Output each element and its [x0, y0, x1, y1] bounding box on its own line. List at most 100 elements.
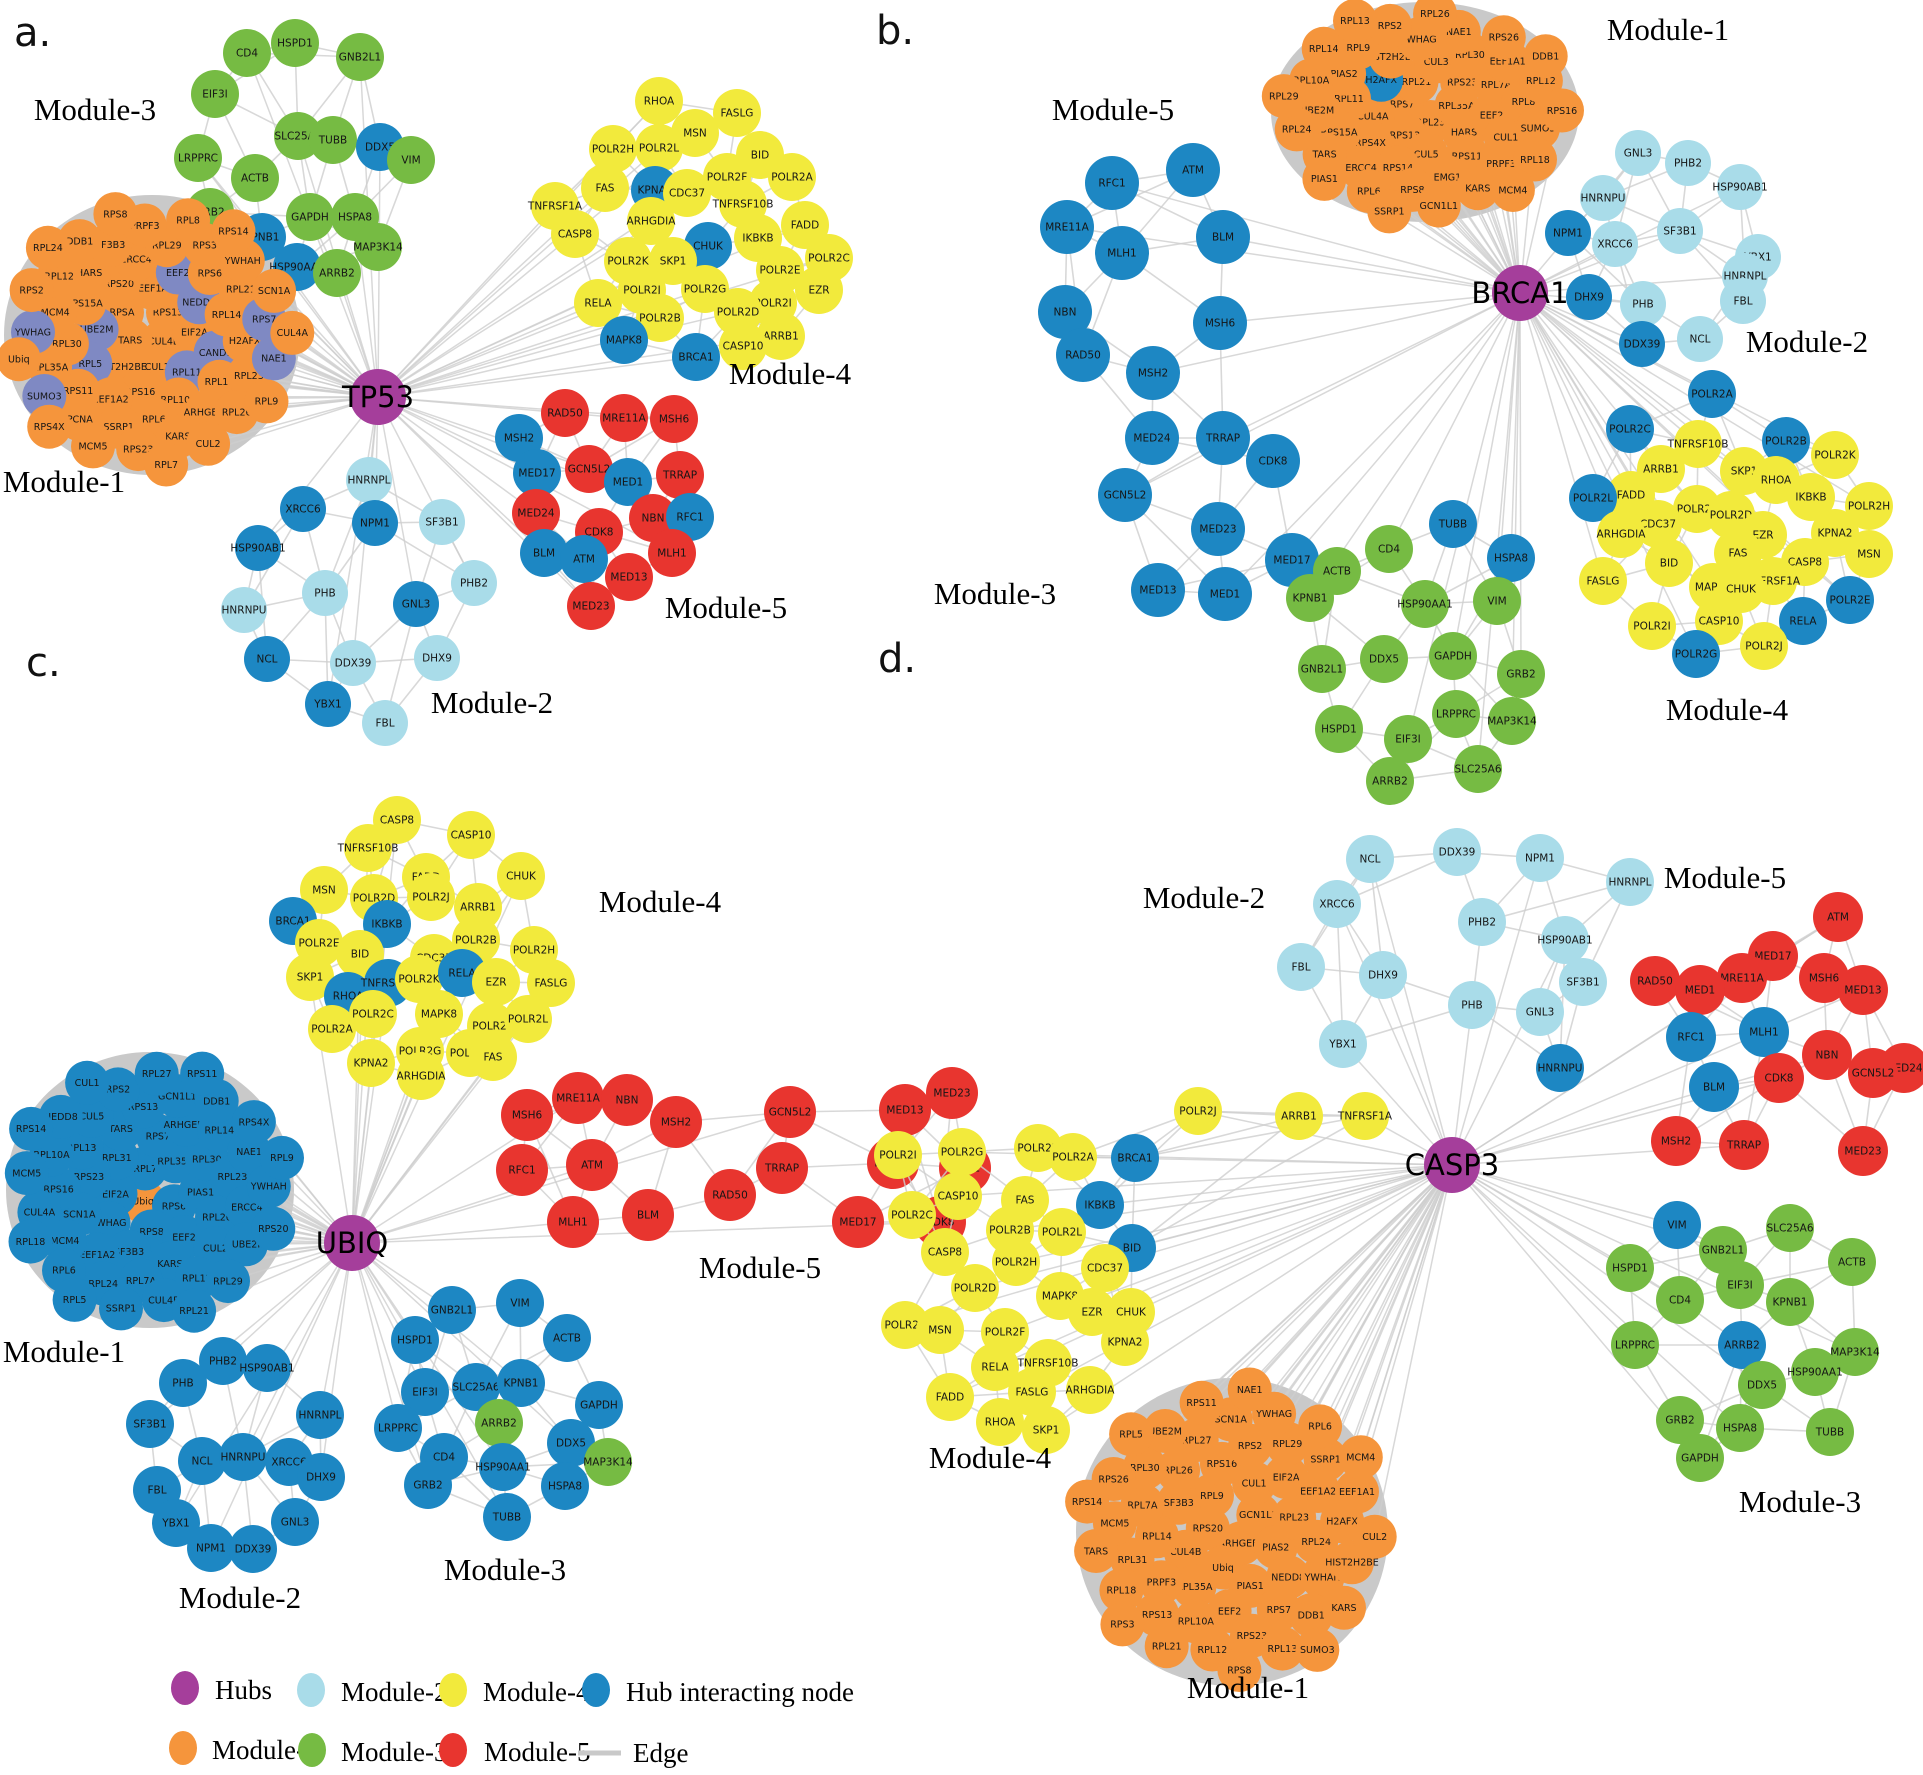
node-d-PHB2[interactable] [1458, 898, 1506, 946]
node-c-MSN[interactable] [300, 866, 348, 914]
node-b-RPL24[interactable] [1274, 107, 1319, 152]
node-d-FADD[interactable] [926, 1373, 974, 1421]
node-c-MLH1[interactable] [547, 1196, 599, 1248]
node-a-MLH1[interactable] [648, 529, 696, 577]
node-b-ARRB2[interactable] [1366, 757, 1414, 805]
node-d-CD4[interactable] [1656, 1276, 1704, 1324]
node-a-FASLG[interactable] [713, 89, 761, 137]
node-a-NPM1[interactable] [352, 500, 398, 546]
node-b-HSP90AA1[interactable] [1401, 580, 1449, 628]
node-a-MED13[interactable] [605, 553, 653, 601]
node-a-MSN[interactable] [671, 109, 719, 157]
node-d-KPNA2[interactable] [1101, 1318, 1149, 1366]
node-d-PHB[interactable] [1448, 981, 1496, 1029]
node-b-MCM4[interactable] [1490, 168, 1535, 212]
node-d-TNFRSF1A[interactable] [1341, 1092, 1389, 1140]
node-c-SF3B1[interactable] [126, 1400, 174, 1448]
node-d-ARRB2[interactable] [1718, 1321, 1766, 1369]
node-a-SKP1[interactable] [649, 237, 697, 285]
node-d-HSPA8[interactable] [1716, 1404, 1764, 1452]
node-a-POLR2L[interactable] [635, 124, 683, 172]
node-c-GCN5L2[interactable] [764, 1086, 816, 1138]
node-c-RPS20[interactable] [251, 1206, 296, 1251]
node-c-NPM1[interactable] [187, 1524, 235, 1572]
node-d-CDK8[interactable] [1754, 1053, 1804, 1103]
node-c-GNL3[interactable] [271, 1498, 319, 1546]
node-b-POLR2H[interactable] [1845, 482, 1893, 530]
node-a-GNB2L1[interactable] [336, 33, 384, 81]
node-d-IKBKB[interactable] [1076, 1181, 1124, 1229]
node-c-LRPPRC[interactable] [374, 1404, 422, 1452]
node-b-GNL3[interactable] [1615, 130, 1661, 176]
node-d-CDC37[interactable] [1081, 1244, 1129, 1292]
node-c-POLR2C[interactable] [349, 990, 397, 1038]
node-a-Ubiq[interactable] [0, 337, 41, 382]
hub-node-TP53[interactable] [350, 369, 406, 425]
node-d-HNRNPL[interactable] [1606, 858, 1654, 906]
hub-node-UBIQ[interactable] [324, 1215, 380, 1271]
node-c-GAPDH[interactable] [575, 1381, 623, 1429]
node-c-MRE11A[interactable] [552, 1072, 604, 1124]
node-d-MSH2[interactable] [1651, 1116, 1701, 1166]
node-d-EZR[interactable] [1068, 1288, 1116, 1336]
node-b-POLR2L[interactable] [1569, 474, 1617, 522]
node-b-DDB1[interactable] [1523, 34, 1568, 79]
node-b-RPL26[interactable] [1413, 0, 1457, 36]
node-c-ATM[interactable] [566, 1139, 618, 1191]
node-a-RPS8[interactable] [93, 192, 138, 237]
node-a-RPS14[interactable] [211, 209, 256, 254]
node-a-ATM[interactable] [560, 535, 608, 583]
node-b-MAP3K14[interactable] [1488, 697, 1536, 745]
node-d-ARRB1[interactable] [1275, 1092, 1323, 1140]
node-d-DHX9[interactable] [1359, 951, 1407, 999]
node-b-RPS16[interactable] [1540, 88, 1584, 133]
node-c-HSP90AB1[interactable] [243, 1344, 291, 1392]
node-a-ARRB2[interactable] [313, 249, 361, 297]
node-a-ACTB[interactable] [231, 154, 279, 202]
node-d-POLR2G[interactable] [938, 1128, 986, 1176]
node-b-MSH6[interactable] [1193, 296, 1247, 350]
node-b-TUBB[interactable] [1429, 500, 1477, 548]
node-d-BRCA1[interactable] [1111, 1134, 1159, 1182]
node-a-TUBB[interactable] [309, 116, 357, 164]
node-d-MSH6[interactable] [1799, 953, 1849, 1003]
node-c-EZR[interactable] [472, 958, 520, 1006]
node-d-RPS3[interactable] [1100, 1602, 1145, 1647]
node-d-MRE11A[interactable] [1717, 953, 1767, 1003]
node-d-RPS14[interactable] [1065, 1479, 1110, 1524]
node-c-RPL18[interactable] [8, 1219, 53, 1264]
node-c-POLR2A[interactable] [308, 1005, 356, 1053]
node-c-CUL1[interactable] [65, 1060, 110, 1105]
node-b-TNFRSF10B[interactable] [1674, 420, 1722, 468]
node-b-XRCC6[interactable] [1592, 221, 1638, 267]
node-b-RPL29[interactable] [1261, 74, 1306, 119]
node-b-NCL[interactable] [1677, 316, 1723, 362]
node-c-HSPD1[interactable] [391, 1316, 439, 1364]
node-d-POLR2L[interactable] [1038, 1208, 1086, 1256]
node-b-POLR2E[interactable] [1826, 576, 1874, 624]
node-d-TUBB[interactable] [1806, 1408, 1854, 1456]
node-d-GNL3[interactable] [1516, 988, 1564, 1036]
node-c-RPL9[interactable] [260, 1135, 304, 1180]
node-d-MSN[interactable] [916, 1306, 964, 1354]
node-b-POLR2G[interactable] [1672, 630, 1720, 678]
node-c-FASLG[interactable] [527, 959, 575, 1007]
node-c-TUBB[interactable] [483, 1493, 531, 1541]
node-d-FBL[interactable] [1277, 943, 1325, 991]
node-d-GAPDH[interactable] [1676, 1434, 1724, 1482]
node-b-RPL18[interactable] [1513, 137, 1557, 182]
node-b-CD4[interactable] [1365, 525, 1413, 573]
node-a-XRCC6[interactable] [280, 486, 326, 532]
node-d-RPL35A[interactable] [1172, 1564, 1217, 1609]
node-a-DDX39[interactable] [330, 640, 376, 686]
node-a-EIF3I[interactable] [191, 70, 239, 118]
node-d-RPS8[interactable] [1217, 1648, 1262, 1692]
node-d-NAE1[interactable] [1227, 1367, 1272, 1412]
node-b-HSP90AB1[interactable] [1717, 164, 1763, 210]
node-c-POLR2J[interactable] [407, 873, 455, 921]
node-c-CHUK[interactable] [497, 852, 545, 900]
node-c-MED23[interactable] [926, 1067, 978, 1119]
node-c-RPL21[interactable] [172, 1288, 217, 1333]
node-c-KPNB1[interactable] [497, 1359, 545, 1407]
node-d-RPS7[interactable] [1256, 1587, 1301, 1632]
